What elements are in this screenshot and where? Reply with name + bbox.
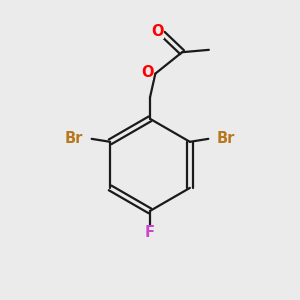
Text: Br: Br: [65, 131, 83, 146]
Text: Br: Br: [217, 131, 235, 146]
Text: F: F: [145, 225, 155, 240]
Text: O: O: [141, 64, 153, 80]
Text: O: O: [151, 24, 164, 39]
